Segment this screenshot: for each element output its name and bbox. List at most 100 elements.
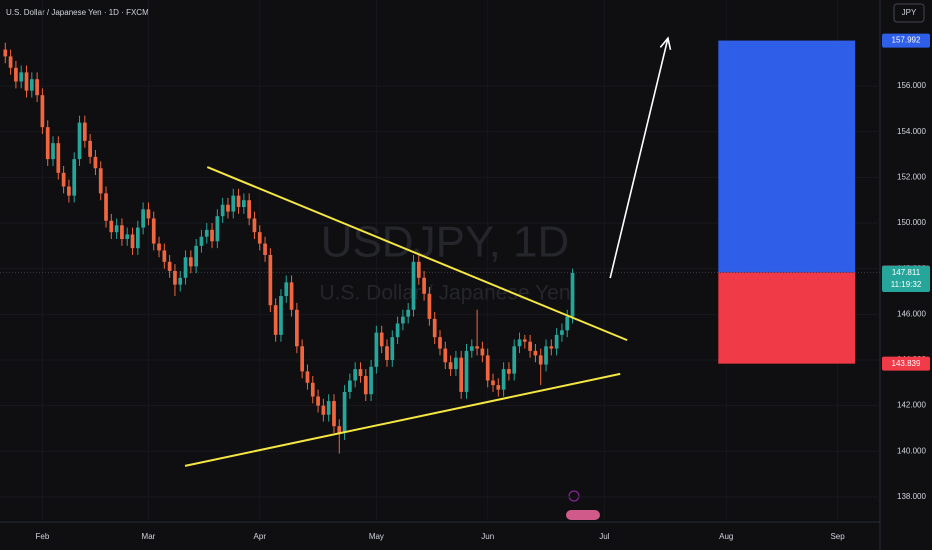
candle-body [8,56,13,68]
alerts-icon [566,490,600,520]
candle-body [512,346,517,374]
candle-body [295,309,299,347]
candle-body [93,156,98,169]
trendline [206,166,628,342]
candle-body [496,385,501,390]
candle-body [178,277,183,285]
candle-body [247,200,252,219]
candle-body [215,216,220,242]
candle-body [167,261,172,271]
arrow-line [609,37,669,279]
x-tick-label: Feb [36,532,50,541]
candle-body [565,316,570,331]
stop-label-box [882,356,930,371]
candle-body [98,168,103,194]
x-tick-label: Sep [830,532,845,541]
y-tick-label: 152.000 [897,172,926,181]
candle-body [252,218,257,233]
candle-body [491,380,495,386]
candle-body [109,220,114,233]
candle-body [544,346,548,365]
candle-body [348,380,352,392]
candle-body [257,232,262,244]
profit-zone [718,40,856,273]
candle-body [67,186,71,196]
candle-body [242,200,246,208]
candle-body [459,357,464,392]
candle-body [438,337,442,349]
candle-body [114,225,119,233]
candle-body [204,229,209,237]
candle-body [443,348,448,363]
y-tick-label: 150.000 [897,218,926,227]
watermark: USDJPY, 1D [321,218,570,267]
x-tick-label: Mar [142,532,156,541]
candle-body [554,334,559,349]
candle-body [326,401,331,415]
candle-body [279,296,283,335]
candle-body [188,257,193,267]
candle-body [390,337,395,360]
candle-body [88,140,92,157]
target-label: 157.992 [892,36,921,45]
currency: JPY [902,8,917,17]
trendline [184,372,621,467]
candle-body [395,323,400,338]
countdown: 11:19:32 [891,280,922,289]
candle-body [422,277,426,294]
candle-body [316,396,320,406]
candle-body [226,204,230,212]
candle-body [475,346,479,349]
candle-body [321,405,326,415]
watermark-subtitle: U.S. Dollar / Japanese Yen [320,282,571,305]
candle-body [35,79,39,96]
candle-body [141,209,145,228]
candle-body [24,72,29,91]
chart-title: U.S. Dollar / Japanese Yen · 1D · FXCM [6,8,149,17]
loss-zone [718,272,856,364]
candle-body [263,243,267,255]
y-tick-label: 140.000 [897,446,926,455]
candle-body [332,401,336,427]
candle-body [353,369,358,381]
y-tick-label: 138.000 [897,492,926,501]
candle-body [135,227,140,249]
candle-body [411,261,416,310]
candle-body [194,245,198,267]
candle-body [549,346,554,349]
target-label-box [882,33,930,48]
x-tick-label: Aug [719,532,733,541]
candle-body [522,339,527,342]
candle-body [533,350,538,356]
candle-body [29,79,34,91]
x-tick-label: Jul [599,532,609,541]
candle-body [501,369,506,390]
x-tick-label: May [369,532,384,541]
candle-body [199,236,204,246]
candle-body [406,309,411,317]
candle-body [432,318,437,338]
candle-body [19,72,24,82]
candle-body [528,341,532,351]
candle-body [538,355,543,365]
x-tick-label: Apr [254,532,267,541]
candle-body [146,209,151,219]
candle-body [401,316,405,324]
candle-body [162,250,167,262]
y-tick-label: 146.000 [897,309,926,318]
y-tick-label: 156.000 [897,81,926,90]
candle-body [3,49,8,57]
candle-body [284,282,289,297]
candle-body [464,350,469,392]
candle-body [374,332,379,367]
candle-body [72,159,77,196]
candle-body [14,67,18,82]
candle-body [385,346,389,360]
candle-body [40,95,45,128]
candle-body [342,391,347,434]
candle-body [305,371,310,383]
candle-body [56,143,61,173]
candle-body [120,225,124,239]
